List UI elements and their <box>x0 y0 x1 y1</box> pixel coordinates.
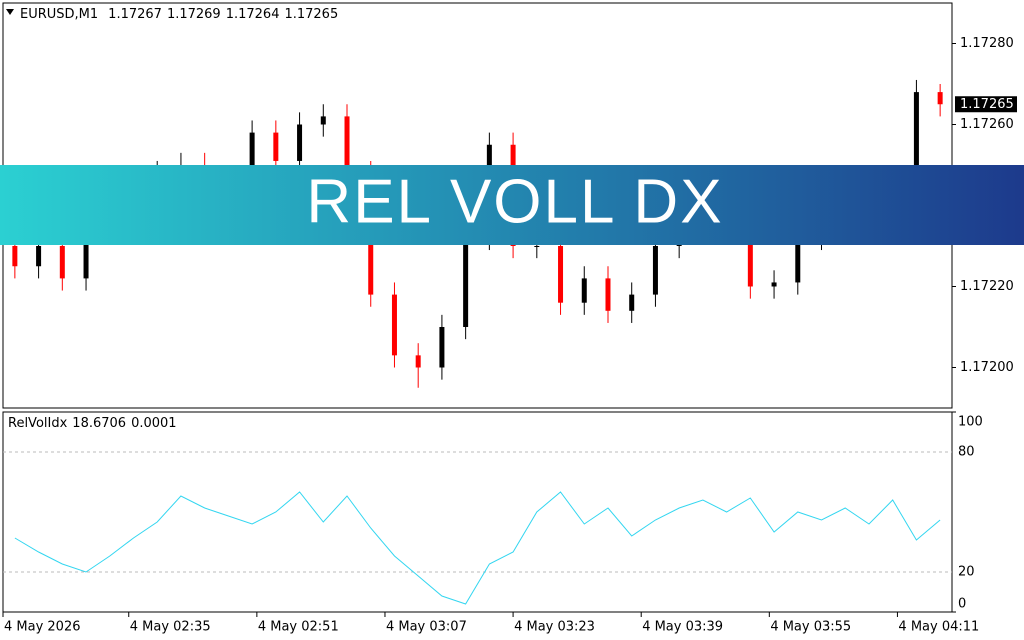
candle-body <box>249 132 255 190</box>
x-tick-label: 4 May 04:11 <box>898 620 979 635</box>
candle-body <box>415 355 421 368</box>
candle-body <box>534 246 540 247</box>
candle-body <box>439 327 445 368</box>
menu-arrow[interactable] <box>6 9 14 15</box>
indicator-value: 18.6706 <box>72 416 126 431</box>
candle-body <box>913 92 919 182</box>
header-value: 1.17265 <box>284 7 338 22</box>
chart-title: EURUSD,M1 1.17267 1.17269 1.17264 1.17265 <box>20 7 338 22</box>
y-tick-label: 100 <box>958 415 983 430</box>
x-tick-label: 4 May 02:51 <box>258 620 339 635</box>
candle-body <box>36 246 42 267</box>
candle-body <box>297 124 303 161</box>
candle-body <box>558 246 564 303</box>
candle-body <box>83 221 89 279</box>
x-tick-label: 4 May 03:07 <box>386 620 467 635</box>
header-value: 1.17269 <box>167 7 221 22</box>
candle-body <box>391 294 397 356</box>
candle-body <box>320 116 326 125</box>
y-tick-label: 1.17260 <box>960 117 1014 132</box>
candle-body <box>344 116 350 174</box>
banner <box>0 165 1024 245</box>
banner-text: REL VOLL DX <box>306 167 723 236</box>
x-tick-label: 4 May 2026 <box>4 620 81 635</box>
y-tick-label: 0 <box>958 597 966 612</box>
price-label: 1.17265 <box>960 97 1014 112</box>
indicator-pane <box>2 411 953 613</box>
indicator-line <box>14 491 941 605</box>
indicator-name: RelVolIdx <box>8 416 68 431</box>
price-label-bg <box>955 96 1017 113</box>
candle-body <box>652 246 658 295</box>
candle-body <box>273 132 279 161</box>
x-tick-label: 4 May 03:23 <box>514 620 595 635</box>
candle-body <box>747 205 753 287</box>
candle-body <box>937 92 943 105</box>
indicator-title: RelVolIdx 18.6706 0.0001 <box>8 416 177 431</box>
y-tick-label: 80 <box>958 445 975 460</box>
x-tick-label: 4 May 02:35 <box>130 620 211 635</box>
candle-body <box>629 294 635 311</box>
candle-body <box>59 246 65 279</box>
candle-body <box>771 282 777 287</box>
candle-body <box>795 237 801 283</box>
y-tick-label: 1.17220 <box>960 279 1014 294</box>
indicator-value: 0.0001 <box>131 416 177 431</box>
y-tick-label: 20 <box>958 565 975 580</box>
x-tick-label: 4 May 03:39 <box>642 620 723 635</box>
y-tick-label: 1.17280 <box>960 36 1014 51</box>
y-tick-label: 1.17200 <box>960 360 1014 375</box>
header-value: 1.17264 <box>226 7 280 22</box>
candle-body <box>605 278 611 311</box>
symbol: EURUSD,M1 <box>20 7 98 22</box>
candle-body <box>581 278 587 303</box>
candle-body <box>463 237 469 327</box>
x-tick-label: 4 May 03:55 <box>770 620 851 635</box>
candle-body <box>12 246 18 267</box>
header-value: 1.17267 <box>108 7 162 22</box>
